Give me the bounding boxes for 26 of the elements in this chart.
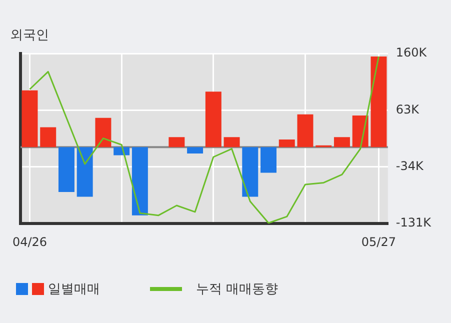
y-tick-label: -131K	[396, 216, 432, 230]
bar	[297, 114, 314, 148]
bar	[278, 139, 295, 148]
bar	[22, 90, 38, 148]
bar	[205, 92, 222, 148]
bar	[40, 127, 56, 148]
y-tick-label: 63K	[396, 102, 420, 116]
y-tick-label: -34K	[396, 159, 424, 174]
bar	[260, 147, 276, 173]
chart-title: 외국인	[10, 28, 49, 44]
bar	[352, 116, 368, 148]
bar	[224, 137, 240, 148]
x-tick-label: 05/27	[361, 234, 396, 249]
bar	[187, 147, 204, 154]
bar	[95, 118, 112, 148]
y-tick-label: 160K	[396, 46, 428, 60]
bar	[370, 56, 387, 148]
bar	[132, 147, 148, 216]
x-tick-label: 04/26	[12, 234, 48, 249]
bar	[168, 137, 185, 148]
bar	[58, 147, 74, 192]
bar	[334, 137, 350, 148]
bar	[76, 147, 93, 197]
legend-label: 누적 매매동향	[196, 281, 278, 298]
bar	[242, 147, 258, 197]
legend-label: 일별매매	[48, 281, 100, 298]
